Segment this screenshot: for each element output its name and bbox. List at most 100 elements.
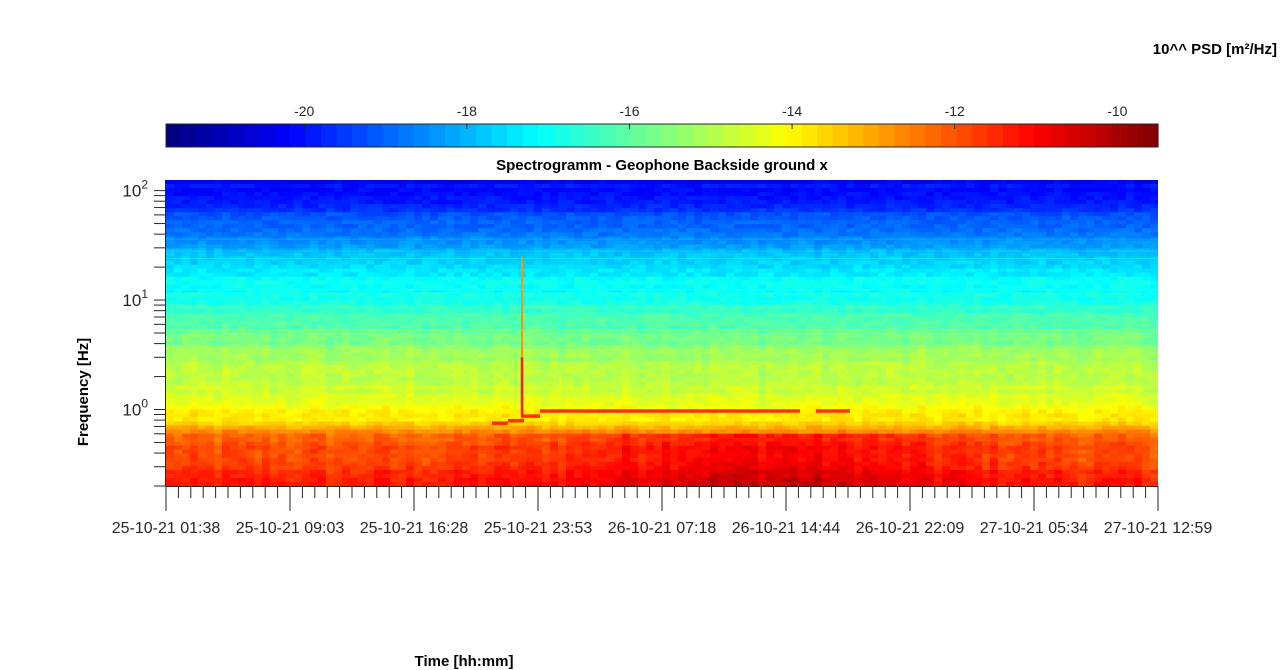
- heatmap-cell: [734, 320, 743, 326]
- heatmap-cell: [470, 240, 479, 245]
- heatmap-cell: [1134, 220, 1143, 225]
- heatmap-cell: [926, 196, 935, 201]
- heatmap-cell: [390, 300, 399, 306]
- heatmap-cell: [318, 292, 327, 298]
- heatmap-cell: [406, 268, 415, 274]
- heatmap-cell: [1062, 333, 1071, 338]
- heatmap-cell: [198, 224, 207, 229]
- heatmap-cell: [638, 304, 647, 310]
- heatmap-cell: [718, 308, 727, 314]
- heatmap-cell: [230, 260, 239, 266]
- heatmap-cell: [1046, 320, 1055, 326]
- heatmap-cell: [1022, 300, 1031, 306]
- heatmap-cell: [566, 188, 575, 193]
- heatmap-cell: [326, 288, 335, 294]
- heatmap-cell: [486, 208, 495, 213]
- heatmap-cell: [558, 224, 567, 229]
- heatmap-cell: [862, 268, 871, 274]
- heatmap-cell: [958, 244, 967, 249]
- heatmap-cell: [894, 240, 903, 245]
- heatmap-cell: [422, 212, 431, 217]
- heatmap-cell: [902, 216, 911, 221]
- heatmap-cell: [1110, 280, 1119, 286]
- heatmap-cell: [790, 280, 799, 286]
- heatmap-cell: [766, 300, 775, 306]
- heatmap-cell: [182, 320, 191, 326]
- heatmap-cell: [766, 196, 775, 201]
- heatmap-cell: [1142, 296, 1151, 302]
- heatmap-cell: [414, 284, 423, 290]
- heatmap-cell: [526, 252, 535, 257]
- heatmap-cell: [790, 328, 799, 334]
- heatmap-cell: [694, 264, 703, 270]
- heatmap-cell: [598, 208, 607, 213]
- heatmap-cell: [934, 184, 943, 189]
- heatmap-cell: [814, 224, 823, 229]
- heatmap-cell: [502, 264, 511, 270]
- heatmap-cell: [398, 212, 407, 217]
- heatmap-cell: [1118, 192, 1127, 197]
- heatmap-cell: [654, 260, 663, 266]
- heatmap-cell: [902, 212, 911, 217]
- heatmap-cell: [318, 228, 327, 233]
- heatmap-cell: [606, 264, 615, 270]
- heatmap-cell: [1118, 224, 1127, 229]
- heatmap-cell: [750, 292, 759, 298]
- heatmap-cell: [862, 320, 871, 326]
- heatmap-cell: [214, 200, 223, 205]
- heatmap-cell: [278, 224, 287, 229]
- heatmap-cell: [238, 180, 247, 185]
- heatmap-cell: [942, 300, 951, 306]
- heatmap-cell: [966, 260, 975, 266]
- heatmap-cell: [814, 324, 823, 330]
- heatmap-cell: [974, 280, 983, 286]
- heatmap-cell: [854, 180, 863, 185]
- heatmap-cell: [1062, 192, 1071, 197]
- heatmap-cell: [1118, 312, 1127, 318]
- heatmap-cell: [342, 196, 351, 201]
- heatmap-cell: [278, 180, 287, 185]
- heatmap-cell: [294, 184, 303, 189]
- heatmap-cell: [678, 296, 687, 302]
- heatmap-cell: [294, 308, 303, 314]
- heatmap-cell: [630, 244, 639, 249]
- heatmap-cell: [214, 192, 223, 197]
- heatmap-cell: [990, 268, 999, 274]
- heatmap-cell: [582, 284, 591, 290]
- heatmap-cell: [526, 312, 535, 318]
- heatmap-cell: [630, 212, 639, 217]
- heatmap-cell: [630, 328, 639, 334]
- heatmap-cell: [1070, 312, 1079, 318]
- heatmap-cell: [870, 216, 879, 221]
- heatmap-cell: [1062, 268, 1071, 274]
- heatmap-cell: [462, 208, 471, 213]
- heatmap-cell: [494, 292, 503, 298]
- heatmap-cell: [990, 180, 999, 185]
- heatmap-cell: [294, 188, 303, 193]
- heatmap-cell: [510, 244, 519, 249]
- heatmap-cell: [838, 188, 847, 193]
- heatmap-cell: [638, 228, 647, 233]
- heatmap-cell: [774, 200, 783, 205]
- heatmap-cell: [606, 184, 615, 189]
- heatmap-cell: [302, 320, 311, 326]
- heatmap-cell: [630, 180, 639, 185]
- heatmap-cell: [166, 312, 175, 318]
- heatmap-cell: [462, 204, 471, 209]
- heatmap-cell: [454, 292, 463, 298]
- heatmap-cell: [798, 264, 807, 270]
- heatmap-cell: [1126, 320, 1135, 326]
- heatmap-cell: [582, 236, 591, 241]
- heatmap-cell: [438, 228, 447, 233]
- heatmap-cell: [1070, 200, 1079, 205]
- heatmap-cell: [1150, 184, 1158, 189]
- heatmap-cell: [782, 224, 791, 229]
- heatmap-cell: [166, 328, 175, 334]
- heatmap-cell: [406, 324, 415, 330]
- heatmap-cell: [894, 232, 903, 237]
- heatmap-cell: [838, 320, 847, 326]
- heatmap-cell: [190, 184, 199, 189]
- heatmap-cell: [486, 244, 495, 249]
- heatmap-cell: [550, 228, 559, 233]
- heatmap-cell: [550, 292, 559, 298]
